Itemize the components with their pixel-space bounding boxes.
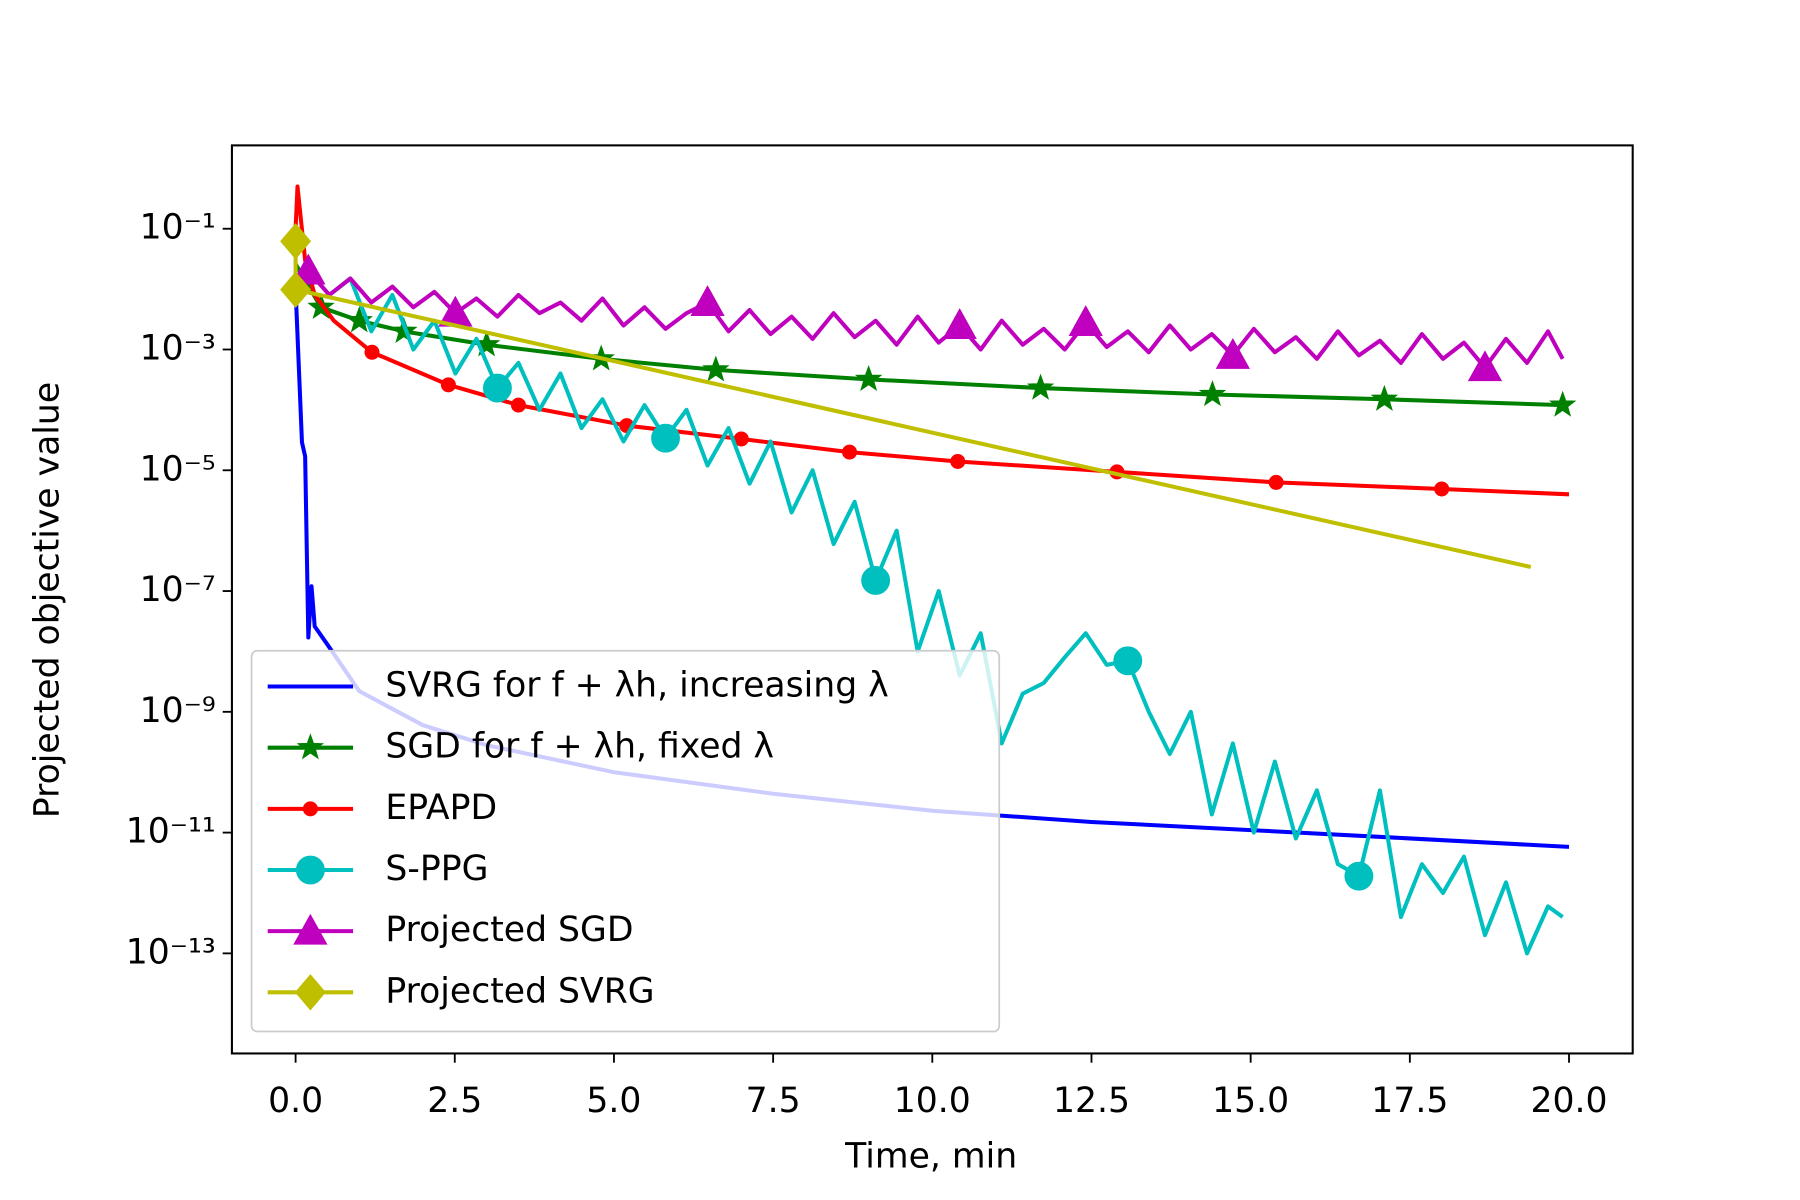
marker <box>690 285 725 317</box>
marker <box>291 253 326 285</box>
marker <box>1026 373 1055 400</box>
x-axis-label: Time, min <box>844 1136 1017 1176</box>
marker <box>293 913 328 945</box>
y-tick-label: 10⁻¹³ <box>126 932 216 972</box>
legend-label: S-PPG <box>385 849 488 889</box>
y-tick-label: 10⁻³ <box>140 329 216 369</box>
x-tick-label: 7.5 <box>746 1081 801 1121</box>
legend-label: EPAPD <box>385 788 497 828</box>
legend-label: Projected SVRG <box>385 971 654 1011</box>
marker <box>950 453 966 469</box>
marker <box>1215 338 1250 369</box>
legend-box <box>250 649 1001 1033</box>
x-tick-label: 17.5 <box>1371 1081 1448 1121</box>
y-tick-label: 10⁻⁹ <box>140 691 216 731</box>
x-tick-label: 2.5 <box>427 1081 482 1121</box>
marker <box>302 801 318 817</box>
y-tick-label: 10⁻¹¹ <box>126 812 216 852</box>
y-tick-label: 10⁻⁷ <box>140 570 216 610</box>
marker <box>1113 646 1143 676</box>
marker <box>296 733 325 760</box>
marker <box>1370 384 1399 411</box>
legend-label: SGD for f + λh, fixed λ <box>385 727 774 767</box>
marker <box>854 364 883 392</box>
x-tick-label: 5.0 <box>586 1081 641 1121</box>
marker <box>1344 861 1374 891</box>
x-tick-label: 0.0 <box>268 1081 323 1121</box>
marker <box>1198 380 1227 407</box>
marker <box>942 308 977 339</box>
marker <box>861 565 891 595</box>
marker <box>842 444 858 460</box>
marker <box>510 397 526 413</box>
marker <box>702 355 730 382</box>
y-tick-label: 10⁻⁵ <box>140 449 216 489</box>
marker <box>295 855 325 885</box>
marker <box>1434 481 1450 497</box>
marker <box>294 974 326 1011</box>
marker <box>1467 350 1503 382</box>
x-tick-label: 20.0 <box>1530 1081 1607 1121</box>
marker <box>440 377 456 393</box>
marker <box>1068 305 1103 337</box>
series-line <box>306 269 1565 370</box>
marker <box>1268 474 1284 490</box>
marker <box>345 306 373 333</box>
y-tick-label: 10⁻¹ <box>140 208 216 248</box>
marker <box>651 423 680 453</box>
x-tick-label: 10.0 <box>894 1081 971 1121</box>
marker <box>280 271 312 308</box>
plot-frame <box>230 144 1634 1055</box>
marker <box>364 344 380 360</box>
marker <box>483 373 512 403</box>
series-group <box>280 184 1577 956</box>
plot-area: 0.0 2.5 5.0 7.5 10.0 12.5 15.0 17.5 20.0 10⁻¹ 10⁻³… <box>126 144 1634 1121</box>
marker <box>280 223 312 260</box>
legend-label: SVRG for f + λh, increasing λ <box>385 666 888 706</box>
legend: SVRG for f + λh, increasing λ SGD for f +… <box>250 649 1001 1033</box>
marker <box>1548 390 1577 417</box>
x-tick-label: 15.0 <box>1212 1081 1289 1121</box>
x-tick-label: 12.5 <box>1053 1081 1130 1121</box>
legend-label: Projected SGD <box>385 910 633 950</box>
y-axis-label: Projected objective value <box>27 382 67 818</box>
